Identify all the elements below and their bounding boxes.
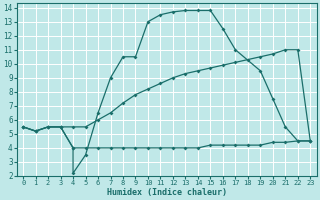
X-axis label: Humidex (Indice chaleur): Humidex (Indice chaleur) [107,188,227,197]
